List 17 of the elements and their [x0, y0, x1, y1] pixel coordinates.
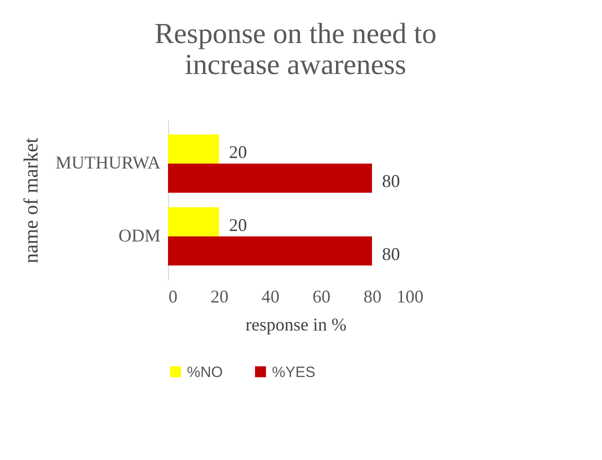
x-tick-label: 60	[312, 286, 330, 306]
x-tick-label: 0	[168, 286, 178, 306]
y-axis-title: name of market	[20, 137, 42, 264]
legend-label: %YES	[272, 364, 316, 381]
x-tick-label: 100	[396, 286, 424, 306]
x-tick-label: 40	[262, 286, 280, 306]
y-tick-label: ODM	[118, 225, 160, 246]
chart-title: Response on the need to increase awareness	[154, 18, 436, 81]
x-tick-label: 80	[364, 286, 382, 306]
legend-label: %NO	[187, 364, 223, 381]
x-tick-label: 20	[210, 286, 228, 306]
data-label: 80	[382, 171, 400, 192]
x-axis-title: response in %	[246, 314, 346, 334]
data-label: 20	[229, 142, 247, 162]
data-label: 20	[229, 214, 247, 235]
y-tick-label: MUTHURWA	[55, 152, 160, 173]
data-label: 80	[382, 244, 400, 264]
